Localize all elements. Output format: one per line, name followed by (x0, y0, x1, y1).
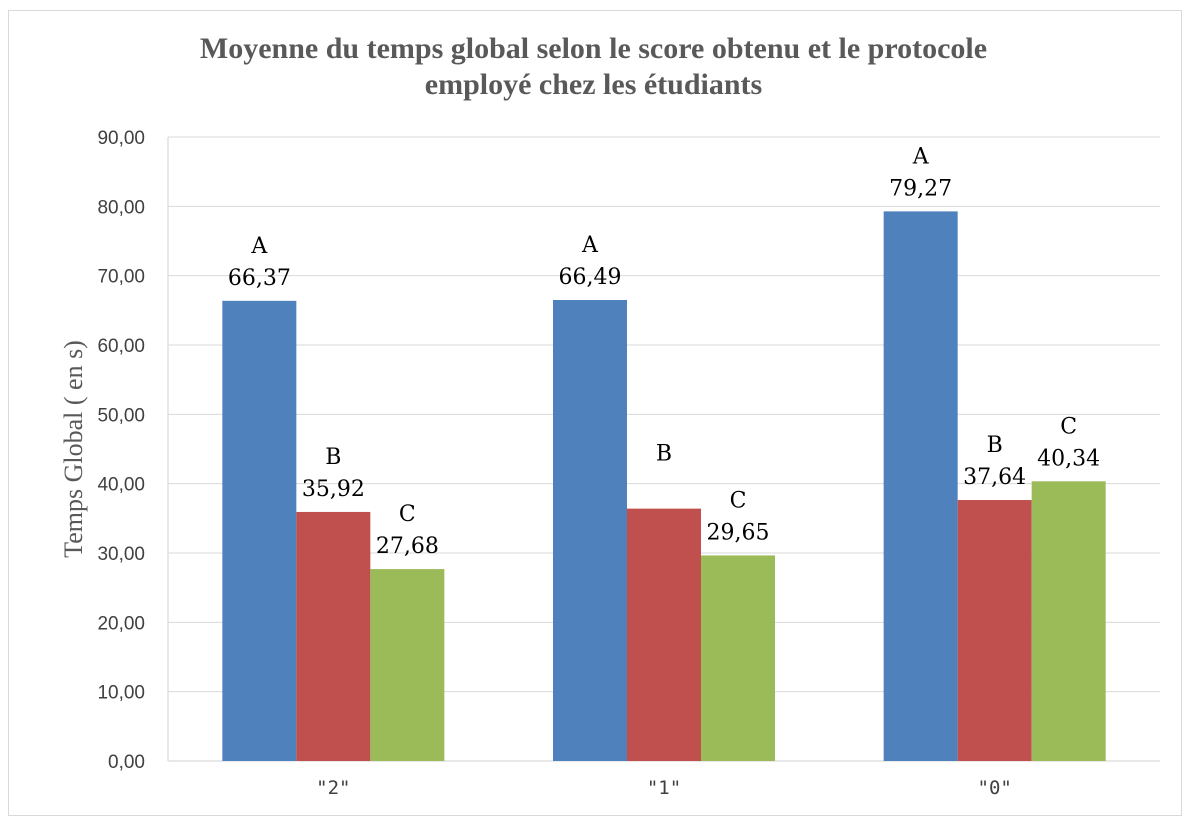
data-label-letter: B (656, 442, 672, 467)
data-label-letter: B (325, 445, 341, 470)
data-label-value: 29,65 (707, 520, 770, 545)
chart-title: Moyenne du temps global selon le score o… (0, 31, 1187, 103)
y-axis-label: Temps Global ( en s) (59, 340, 88, 558)
data-label-letter: A (581, 233, 599, 258)
data-label-letter: A (912, 144, 930, 169)
chart-title-line-2: employé chez les étudiants (424, 68, 763, 101)
y-tick-label: 90,00 (97, 128, 145, 149)
data-label-value: 66,49 (559, 265, 622, 290)
y-tick-label: 50,00 (97, 405, 145, 426)
bar (1031, 481, 1106, 761)
bar (883, 211, 958, 762)
data-label-value: 79,27 (889, 176, 952, 201)
y-tick-label: 0,00 (108, 752, 145, 773)
chart-title-line-1: Moyenne du temps global selon le score o… (199, 32, 988, 65)
bar (701, 555, 775, 761)
data-label-letter: C (1060, 414, 1077, 439)
data-label-letter: C (399, 502, 416, 527)
bar (957, 500, 1032, 761)
y-tick-label: 20,00 (97, 613, 145, 634)
data-label-letter: A (250, 234, 268, 259)
data-label-value: 66,37 (228, 266, 291, 291)
y-tick-label: 40,00 (97, 475, 145, 496)
y-tick-label: 70,00 (97, 267, 145, 288)
data-label-letter: C (730, 488, 747, 513)
bar (553, 300, 627, 761)
x-tick-label: "1" (647, 777, 681, 799)
y-tick-label: 60,00 (97, 336, 145, 357)
data-label-value: 37,64 (963, 465, 1026, 490)
bar (627, 508, 701, 761)
data-label-letter: B (987, 433, 1003, 458)
bar (222, 300, 297, 761)
y-tick-label: 30,00 (97, 544, 145, 565)
y-tick-label: 80,00 (97, 197, 145, 218)
x-tick-label: "0" (978, 777, 1012, 799)
y-tick-label: 10,00 (97, 683, 145, 704)
data-label-value: 35,92 (302, 477, 365, 502)
data-label-value: 40,34 (1037, 446, 1100, 471)
bar (296, 511, 371, 761)
data-label-value: 27,68 (376, 534, 439, 559)
x-tick-label: "2" (316, 777, 350, 799)
bar (370, 569, 445, 761)
